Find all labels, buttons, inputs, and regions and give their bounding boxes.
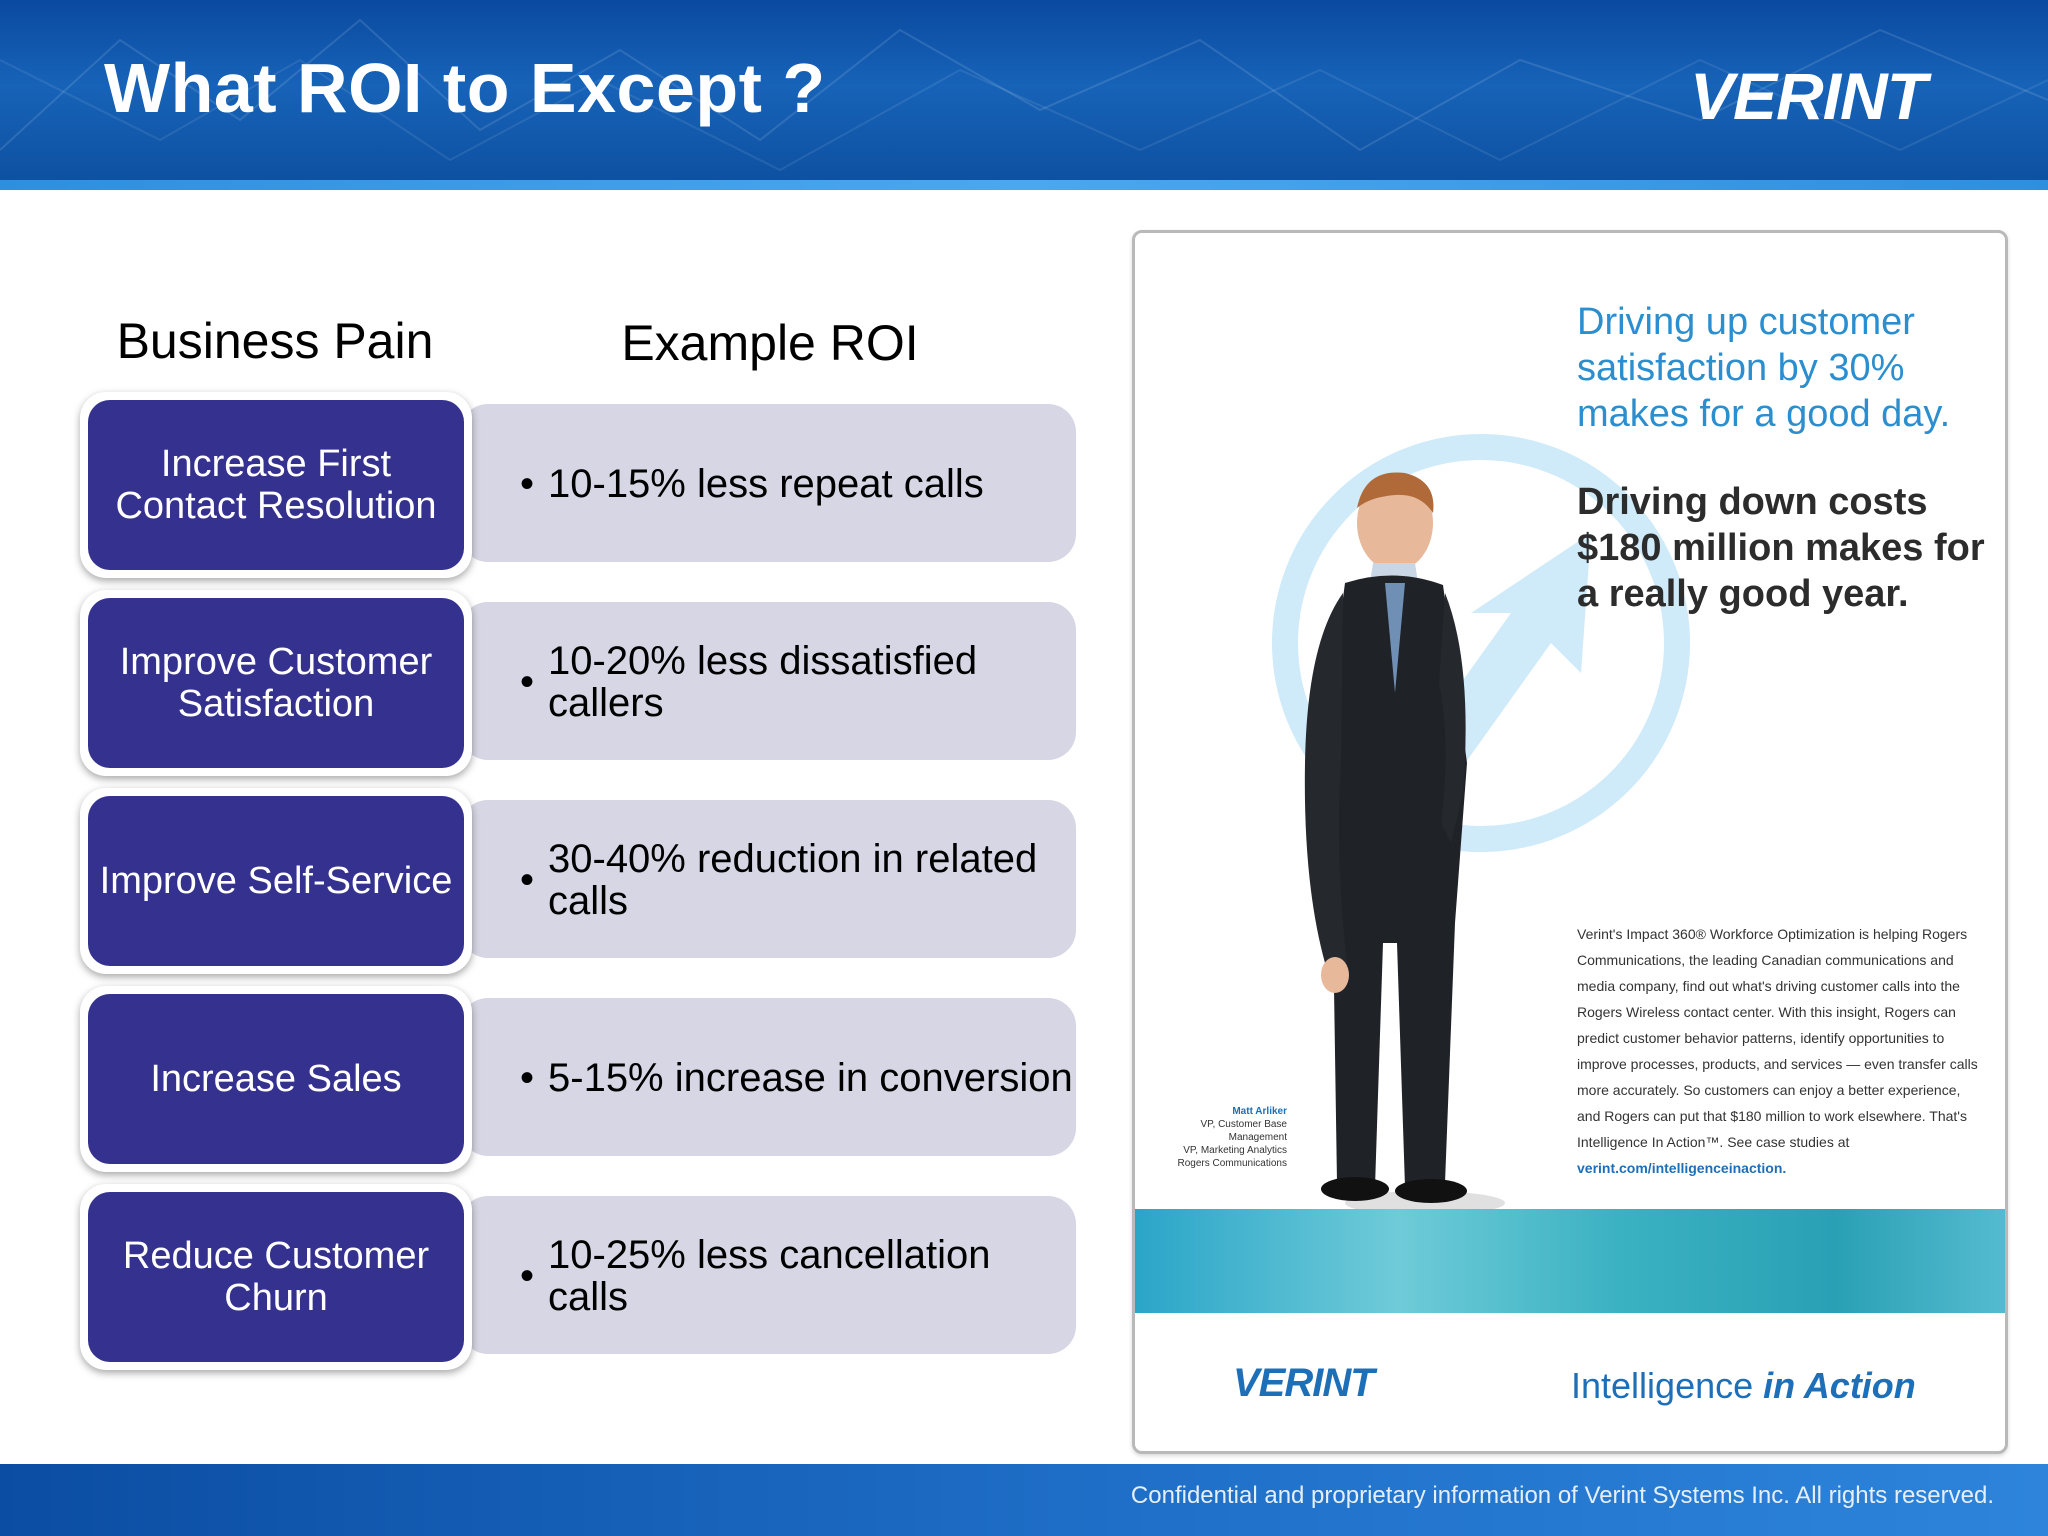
page-title: What ROI to Except ? (104, 49, 826, 127)
bullet-icon: • (520, 858, 535, 902)
roi-row: • 10-20% less dissatisfied callers Impro… (80, 590, 1076, 776)
ad-body-copy: Verint's Impact 360® Workforce Optimizat… (1577, 921, 1987, 1181)
pain-box: Increase Sales (80, 986, 472, 1172)
business-pain-heading: Business Pain (116, 313, 434, 369)
roi-value: • 30-40% reduction in related calls (520, 802, 1080, 958)
ad-tagline-bold: in Action (1763, 1365, 1916, 1406)
roi-row: • 10-25% less cancellation calls Reduce … (80, 1184, 1076, 1370)
bullet-icon: • (520, 1056, 535, 1100)
pain-label: Improve Customer Satisfaction (88, 598, 464, 768)
header-stripe (0, 180, 2048, 190)
caption-title-2: VP, Marketing Analytics Rogers Communica… (1177, 1145, 1288, 1169)
roi-value: • 10-15% less repeat calls (520, 406, 1080, 562)
pain-label: Increase First Contact Resolution (88, 400, 464, 570)
slide-header: What ROI to Except ? VERINT (0, 0, 2048, 190)
roi-row: • 10-15% less repeat calls Increase Firs… (80, 392, 1076, 578)
roi-box (460, 404, 1076, 562)
ad-water-band (1135, 1209, 2005, 1313)
bullet-icon: • (520, 660, 535, 704)
roi-box (460, 800, 1076, 958)
roi-box (460, 998, 1076, 1156)
caption-title-1: VP, Customer Base Management (1200, 1119, 1287, 1143)
pain-label: Increase Sales (88, 994, 464, 1164)
ad-photo-caption: Matt Arliker VP, Customer Base Managemen… (1155, 1105, 1288, 1170)
roi-row: • 30-40% reduction in related calls Impr… (80, 788, 1076, 974)
verint-logo: VERINT (1690, 59, 1927, 133)
roi-box (460, 602, 1076, 760)
caption-name: Matt Arliker (1232, 1106, 1287, 1117)
businessman-illustration (1304, 472, 1505, 1215)
ad-tagline-plain: Intelligence (1571, 1365, 1764, 1406)
slide-footer: Confidential and proprietary information… (0, 1464, 2048, 1536)
pain-box: Improve Customer Satisfaction (80, 590, 472, 776)
roi-row: • 5-15% increase in conversion Increase … (80, 986, 1076, 1172)
roi-value: • 10-25% less cancellation calls (520, 1198, 1080, 1354)
bullet-icon: • (520, 1254, 535, 1298)
pain-label: Improve Self-Service (88, 796, 464, 966)
roi-value-text: 10-25% less cancellation calls (548, 1233, 991, 1319)
pain-label: Reduce Customer Churn (88, 1192, 464, 1362)
roi-value-text: 10-15% less repeat calls (548, 462, 984, 506)
ad-tagline: Intelligence in Action (1571, 1365, 1916, 1407)
bullet-icon: • (520, 462, 535, 506)
roi-value-text: 30-40% reduction in related calls (548, 837, 1038, 923)
ad-verint-logo: VERINT (1233, 1361, 1375, 1405)
roi-value: • 10-20% less dissatisfied callers (520, 604, 1080, 760)
verint-advertisement: Driving up customer satisfaction by 30% … (1132, 230, 2008, 1454)
confidentiality-notice: Confidential and proprietary information… (1130, 1482, 1994, 1509)
ad-headline-primary: Driving up customer satisfaction by 30% … (1577, 301, 1951, 435)
roi-value-text: 10-20% less dissatisfied callers (548, 639, 978, 725)
pain-box: Improve Self-Service (80, 788, 472, 974)
roi-value: • 5-15% increase in conversion (520, 1000, 1080, 1156)
ad-case-study-link[interactable]: verint.com/intelligenceinaction. (1577, 1160, 1787, 1176)
roi-box (460, 1196, 1076, 1354)
ad-headline-secondary: Driving down costs $180 million makes fo… (1577, 481, 1985, 615)
pain-box: Reduce Customer Churn (80, 1184, 472, 1370)
pain-box: Increase First Contact Resolution (80, 392, 472, 578)
roi-value-text: 5-15% increase in conversion (548, 1056, 1073, 1100)
example-roi-heading: Example ROI (621, 315, 919, 371)
header-decoration (0, 18, 2048, 172)
ad-body-text: Verint's Impact 360® Workforce Optimizat… (1577, 926, 1978, 1150)
